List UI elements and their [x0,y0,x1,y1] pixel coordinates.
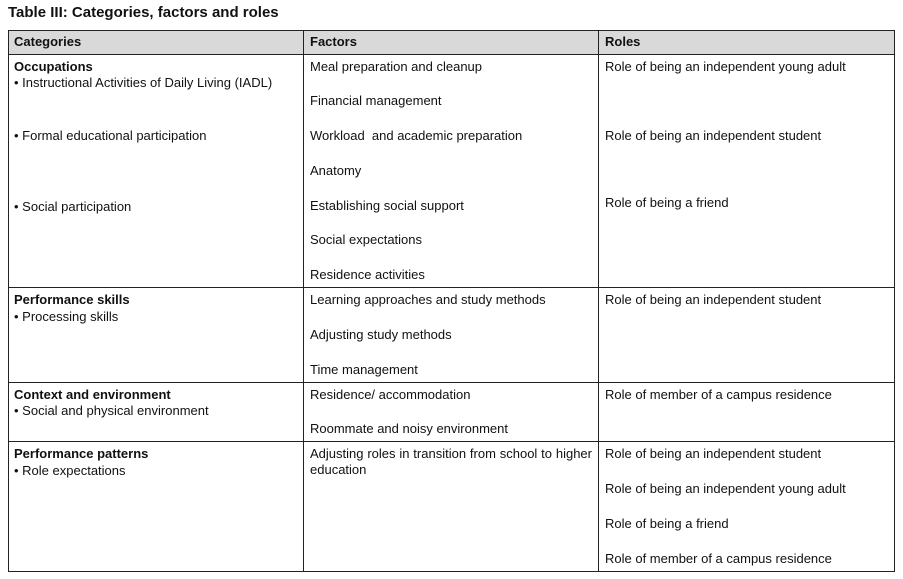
factor: Establishing social support [310,198,464,213]
role: Role of member of a campus residence [605,387,832,402]
factor: Social expectations [310,232,423,247]
factor: Financial management [310,93,442,108]
table-title: Table III: Categories, factors and roles [8,4,279,21]
role: Role of being an independent student [605,446,822,461]
category-label: Occupations [14,59,93,74]
role: Role of being an independent student [605,128,822,143]
factor: Residence/ accommodation [310,387,471,402]
divider [8,441,895,442]
header-categories: Categories [14,34,82,49]
category-label: Performance skills [14,292,130,307]
role: Role of being a friend [605,195,729,210]
divider [303,30,304,572]
subcategory: • Formal educational participation [14,128,207,143]
factor: Roommate and noisy environment [310,421,508,436]
factor: Meal preparation and cleanup [310,59,483,74]
category-label: Context and environment [14,387,171,402]
subcategory: • Instructional Activities of Daily Livi… [14,75,273,90]
header-factors: Factors [310,34,357,49]
subcategory: • Role expectations [14,463,126,478]
divider [8,571,895,572]
divider [894,30,895,572]
role: Role of being a friend [605,516,729,531]
factor: Adjusting study methods [310,327,452,342]
divider [8,30,895,31]
divider [8,287,895,288]
role: Role of being an independent student [605,292,822,307]
factor: Adjusting roles in transition from schoo… [310,446,592,477]
subcategory: • Processing skills [14,309,119,324]
factor: Anatomy [310,163,362,178]
role: Role of member of a campus residence [605,551,832,566]
factor: Workload and academic preparation [310,128,523,143]
divider [8,54,895,55]
table-header-row [8,30,894,54]
factor: Learning approaches and study methods [310,292,546,307]
divider [598,30,599,572]
category-label: Performance patterns [14,446,149,461]
subcategory: • Social and physical environment [14,403,209,418]
header-roles: Roles [605,34,641,49]
divider [8,30,9,572]
role: Role of being an independent young adult [605,59,846,74]
role: Role of being an independent young adult [605,481,846,496]
factor: Residence activities [310,267,425,282]
subcategory: • Social participation [14,199,132,214]
factor: Time management [310,362,418,377]
divider [8,382,895,383]
